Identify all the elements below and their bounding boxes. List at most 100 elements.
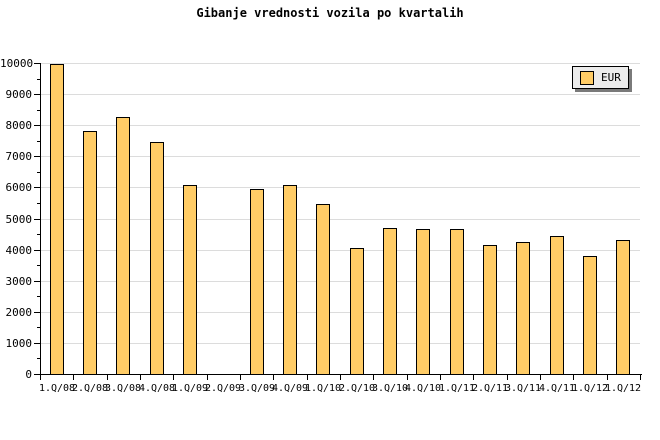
x-axis <box>40 374 642 375</box>
y-tick-label: 3000 <box>5 275 33 288</box>
x-tick <box>207 375 208 380</box>
x-tick-label: 2.Q/09 <box>204 383 242 394</box>
y-tick <box>34 374 40 375</box>
y-minor-tick <box>37 172 40 173</box>
y-minor-tick <box>37 203 40 204</box>
gridline <box>41 94 640 95</box>
y-minor-tick <box>37 327 40 328</box>
y-minor-tick <box>37 265 40 266</box>
y-tick <box>34 125 40 126</box>
y-tick <box>34 187 40 188</box>
bar <box>316 204 330 375</box>
legend-label: EUR <box>601 71 621 84</box>
gridline <box>41 156 640 157</box>
x-tick <box>440 375 441 380</box>
y-tick-label: 6000 <box>5 181 33 194</box>
x-tick-label: 4.Q/08 <box>138 383 176 394</box>
bar <box>83 131 97 375</box>
bar <box>583 256 597 375</box>
x-tick <box>607 375 608 380</box>
x-tick-label: 1.Q/10 <box>304 383 342 394</box>
y-tick <box>34 281 40 282</box>
x-tick <box>473 375 474 380</box>
x-tick-label: 3.Q/08 <box>104 383 142 394</box>
x-tick-label: 1.Q/12 <box>571 383 609 394</box>
y-tick <box>34 343 40 344</box>
bar <box>616 240 630 375</box>
y-tick-label: 5000 <box>5 213 33 226</box>
y-tick <box>34 250 40 251</box>
bar <box>283 185 297 375</box>
legend: EUR <box>572 66 629 89</box>
bar <box>183 185 197 375</box>
x-tick-label: 1.Q/09 <box>171 383 209 394</box>
x-tick <box>73 375 74 380</box>
x-tick-label: 1.Q/08 <box>38 383 76 394</box>
y-tick-label: 0 <box>25 368 32 381</box>
x-tick-label: 2.Q/10 <box>338 383 376 394</box>
x-tick <box>173 375 174 380</box>
bar <box>250 189 264 375</box>
gridline <box>41 343 640 344</box>
bar <box>483 245 497 375</box>
x-tick <box>340 375 341 380</box>
x-tick <box>140 375 141 380</box>
x-tick-label: 1.Q/12 <box>604 383 642 394</box>
y-tick <box>34 312 40 313</box>
x-tick-label: 4.Q/11 <box>538 383 576 394</box>
x-tick-label: 3.Q/11 <box>504 383 542 394</box>
bar <box>150 142 164 375</box>
x-tick <box>507 375 508 380</box>
x-tick <box>540 375 541 380</box>
y-tick <box>34 94 40 95</box>
gridline <box>41 281 640 282</box>
y-tick <box>34 219 40 220</box>
x-tick <box>273 375 274 380</box>
x-tick-label: 3.Q/09 <box>238 383 276 394</box>
x-tick <box>40 375 41 380</box>
x-tick <box>307 375 308 380</box>
gridline <box>41 125 640 126</box>
bar <box>383 228 397 375</box>
chart-title: Gibanje vrednosti vozila po kvartalih <box>196 6 464 20</box>
y-minor-tick <box>37 141 40 142</box>
y-tick-label: 9000 <box>5 88 33 101</box>
gridline <box>41 63 640 64</box>
y-tick-label: 10000 <box>0 57 34 70</box>
x-tick-label: 4.Q/10 <box>404 383 442 394</box>
y-tick <box>34 63 40 64</box>
bar <box>516 242 530 375</box>
y-minor-tick <box>37 79 40 80</box>
y-tick-label: 4000 <box>5 244 33 257</box>
x-tick-label: 2.Q/08 <box>71 383 109 394</box>
y-axis <box>40 63 41 375</box>
y-tick-label: 8000 <box>5 119 33 132</box>
x-tick <box>373 375 374 380</box>
x-tick-label: 4.Q/09 <box>271 383 309 394</box>
x-tick <box>407 375 408 380</box>
y-minor-tick <box>37 234 40 235</box>
x-tick-label: 1.Q/11 <box>438 383 476 394</box>
gridline <box>41 187 640 188</box>
gridline <box>41 219 640 220</box>
x-tick <box>640 375 641 380</box>
x-tick <box>107 375 108 380</box>
bar <box>50 64 64 375</box>
y-tick-label: 1000 <box>5 337 33 350</box>
y-tick-label: 7000 <box>5 150 33 163</box>
x-tick-label: 3.Q/10 <box>371 383 409 394</box>
gridline <box>41 312 640 313</box>
bar <box>116 117 130 375</box>
x-tick <box>240 375 241 380</box>
bar <box>350 248 364 375</box>
legend-series-swatch-icon <box>580 70 594 85</box>
y-tick <box>34 156 40 157</box>
x-tick-label: 2.Q/11 <box>471 383 509 394</box>
y-minor-tick <box>37 296 40 297</box>
gridline <box>41 250 640 251</box>
y-minor-tick <box>37 110 40 111</box>
bar <box>450 229 464 375</box>
x-tick <box>573 375 574 380</box>
